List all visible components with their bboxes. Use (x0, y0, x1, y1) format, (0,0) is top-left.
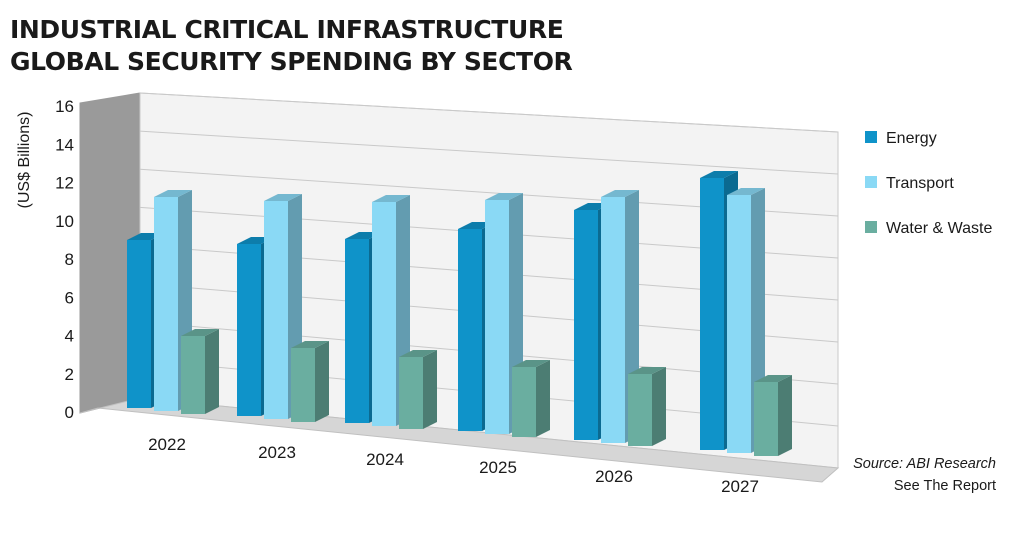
bar-top (601, 190, 639, 197)
bar-water-waste-2022 (181, 329, 219, 414)
legend-swatch (865, 131, 877, 143)
bar-front (601, 197, 625, 443)
x-tick-label: 2027 (721, 477, 759, 496)
y-tick-label: 6 (65, 288, 74, 307)
bar-front (485, 200, 509, 434)
bar-water-waste-2024 (399, 350, 437, 429)
bar-top (154, 190, 192, 197)
bar-front (512, 367, 536, 437)
bar-side (652, 367, 666, 446)
legend-label: Energy (886, 130, 937, 147)
bar-top (485, 193, 523, 200)
bar-front (237, 244, 261, 416)
y-axis-label: (US$ Billions) (16, 112, 33, 209)
bar-front (291, 348, 315, 422)
y-tick-label: 14 (55, 135, 74, 154)
chart-title-line-2: GLOBAL SECURITY SPENDING BY SECTOR (10, 47, 573, 76)
bar-side (536, 360, 550, 437)
y-tick-label: 12 (55, 174, 74, 193)
bar-side (205, 329, 219, 414)
bar-side (778, 375, 792, 456)
chart-title-line-1: INDUSTRIAL CRITICAL INFRASTRUCTURE (10, 15, 564, 44)
bar-top (399, 350, 437, 357)
y-axis-ticks: 0 2 4 6 8 10 12 14 16 (55, 97, 74, 422)
bar-front (574, 210, 598, 440)
bar-front (458, 229, 482, 431)
bar-top (372, 195, 410, 202)
bar-front (181, 336, 205, 414)
y-tick-label: 8 (65, 250, 74, 269)
chart-title: INDUSTRIAL CRITICAL INFRASTRUCTURE GLOBA… (10, 14, 573, 78)
bar-front (264, 201, 288, 419)
x-tick-label: 2023 (258, 443, 296, 462)
y-tick-label: 10 (55, 212, 74, 231)
bar-water-waste-2023 (291, 341, 329, 422)
x-tick-label: 2025 (479, 458, 517, 477)
bar-top (291, 341, 329, 348)
bars (127, 171, 792, 456)
source-note: Source: ABI Research See The Report (853, 453, 996, 497)
bar-top (181, 329, 219, 336)
bar-top (628, 367, 666, 374)
gridline (139, 130, 839, 175)
x-tick-label: 2026 (595, 467, 633, 486)
legend-label: Water & Waste (886, 220, 992, 237)
bar-front (345, 239, 369, 423)
gridline (139, 92, 839, 133)
legend: Energy Transport Water & Waste (865, 130, 992, 237)
bar-front (154, 197, 178, 411)
bar-front (700, 178, 724, 450)
x-tick-label: 2022 (148, 435, 186, 454)
bar-side (315, 341, 329, 422)
source-text: Source: ABI Research (853, 456, 996, 472)
bar-top (727, 188, 765, 195)
bar-side (423, 350, 437, 429)
bar-front (628, 374, 652, 446)
bar-water-waste-2026 (628, 367, 666, 446)
bar-front (399, 357, 423, 429)
bar-front (372, 202, 396, 426)
bar-top (264, 194, 302, 201)
bar-front (727, 195, 751, 453)
bar-water-waste-2027 (754, 375, 792, 456)
legend-swatch (865, 176, 877, 188)
bar-front (127, 240, 151, 408)
bar-water-waste-2025 (512, 360, 550, 437)
bar-front (754, 382, 778, 456)
y-tick-label: 16 (55, 97, 74, 116)
x-tick-label: 2024 (366, 450, 404, 469)
bar-top (512, 360, 550, 367)
y-tick-label: 2 (65, 365, 74, 384)
bar-top (754, 375, 792, 382)
legend-label: Transport (886, 175, 954, 192)
y-tick-label: 4 (65, 327, 74, 346)
see-report-link[interactable]: See The Report (893, 478, 996, 494)
y-tick-label: 0 (65, 403, 74, 422)
bar-top (700, 171, 738, 178)
legend-swatch (865, 221, 877, 233)
